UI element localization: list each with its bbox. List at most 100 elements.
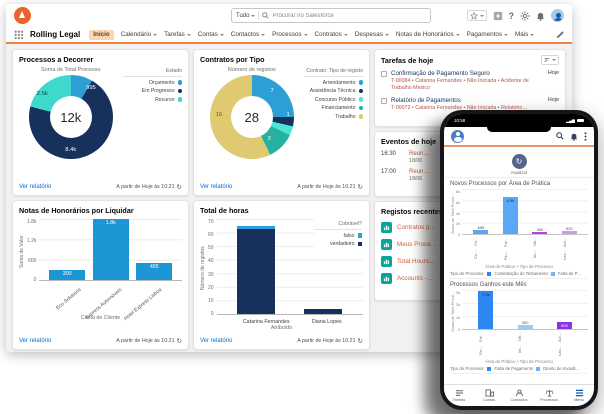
bell-icon[interactable]	[570, 132, 578, 141]
ver-relatorio-link[interactable]: Ver relatório	[200, 184, 233, 190]
card-total-de-horas: Total de horas Cobrável? falso verdadeir…	[193, 200, 370, 350]
bar[interactable]: 2.9k	[478, 291, 494, 329]
bar[interactable]: 6.5k	[502, 197, 518, 234]
tab-pagamentos[interactable]: Pagamentos	[467, 31, 508, 38]
ver-relatorio-link[interactable]: Ver relatório	[19, 338, 52, 344]
edit-navigation-button[interactable]	[556, 31, 564, 39]
setup-new-button[interactable]	[493, 11, 503, 21]
tab-inicio[interactable]: Início	[89, 29, 114, 40]
ganhos-bar-chart[interactable]: 2.9k 300 525	[462, 290, 588, 330]
bar[interactable]: 300	[532, 227, 548, 234]
tab-despesas[interactable]: Despesas	[355, 31, 389, 38]
tab-notas-de-honorarios[interactable]: Notas de Honorários	[396, 31, 460, 38]
search-scope-select[interactable]: Tudo	[236, 13, 256, 19]
horas-bar-chart[interactable]	[216, 219, 363, 315]
donut-center-value: 12k	[60, 109, 82, 125]
tab-mais[interactable]: Mais	[515, 31, 535, 38]
bar[interactable]: 300	[49, 269, 86, 280]
chevron-down-icon	[219, 33, 224, 36]
notifications-button[interactable]	[536, 11, 545, 21]
x-axis-title: Conta de Cliente	[80, 315, 121, 321]
task-checkbox[interactable]	[381, 98, 387, 105]
app-launcher-icon[interactable]	[14, 30, 23, 39]
event-title-link[interactable]: Reun…	[409, 151, 430, 157]
app-navigation-bar: Rolling Legal Início Calendário Tarefas …	[6, 27, 572, 42]
bar[interactable]: 525	[556, 322, 572, 329]
bar[interactable]: 300	[517, 320, 533, 329]
global-header: Tudo ?	[6, 4, 572, 27]
bar[interactable]: 695	[473, 225, 489, 234]
favorites-button[interactable]	[466, 10, 487, 21]
recent-record-link[interactable]: Contratos p…	[397, 224, 436, 231]
task-checkbox[interactable]	[381, 71, 387, 77]
bar-value-label: 1.8k	[105, 220, 116, 226]
last-refresh-text: A partir de Hoje às 10:21 ↻	[116, 338, 182, 345]
mobile-tab-tarefas[interactable]: Tarefas	[444, 389, 474, 402]
refresh-icon[interactable]: ↻	[176, 184, 182, 191]
refresh-icon[interactable]: ↻	[357, 184, 363, 191]
x-axis-title: Atribuído	[270, 325, 293, 331]
bar-value-label: 495	[149, 264, 159, 271]
search-icon[interactable]	[556, 132, 564, 140]
event-date: 18/06	[409, 158, 423, 164]
help-button[interactable]: ?	[508, 10, 515, 21]
tab-contratos[interactable]: Contratos	[315, 31, 348, 38]
plus-box-icon	[493, 11, 502, 20]
novos-bar-chart[interactable]: 695 6.5k 300 525	[462, 189, 588, 235]
more-menu-icon[interactable]	[584, 131, 587, 141]
report-icon	[381, 222, 392, 233]
legend-item: Em Progresso	[123, 88, 182, 94]
search-icon	[262, 12, 270, 19]
search-input[interactable]	[272, 12, 426, 19]
refresh-icon[interactable]: ↻	[357, 338, 363, 345]
ver-relatorio-link[interactable]: Ver relatório	[200, 338, 233, 344]
refresh-icon[interactable]: ↻	[176, 338, 182, 345]
contratos-donut-chart[interactable]: 7 1 3 16 28	[209, 75, 294, 159]
refresh-button[interactable]: ↻	[511, 154, 527, 169]
processos-donut-chart[interactable]: 995 8.4k 2.5k 12k	[28, 75, 113, 159]
user-avatar[interactable]	[451, 129, 464, 143]
hamburger-menu-icon	[575, 389, 583, 397]
legend-dot	[358, 105, 363, 111]
card-title: Registos recentes	[381, 207, 443, 216]
x-axis-tick-labels: Catarina Fernandes Diana Lopes	[242, 319, 342, 325]
rolling-legal-logo	[14, 7, 31, 24]
y-axis-ticks: 70 60 50 40 30 20 10 0	[208, 219, 214, 317]
stacked-bar[interactable]	[237, 219, 276, 314]
legend-item: Concurso Público	[304, 97, 363, 103]
last-refresh-text: A partir de Hoje às 10:21 ↻	[297, 184, 363, 191]
tab-contactos[interactable]: Contactos	[231, 31, 266, 38]
tab-tarefas[interactable]: Tarefas	[164, 31, 191, 38]
mobile-tab-menu[interactable]: Menu	[564, 389, 594, 402]
task-title-link[interactable]: Relatório de Pagamentos	[391, 97, 461, 105]
bar[interactable]: 525	[561, 226, 577, 234]
event-title-link[interactable]: Reun…	[409, 169, 430, 175]
notas-bar-chart[interactable]: 300 1.8k 495	[39, 219, 182, 281]
ver-relatorio-link[interactable]: Ver relatório	[19, 184, 52, 190]
recent-record-link[interactable]: Total Hours…	[397, 258, 436, 265]
global-search[interactable]: Tudo	[231, 8, 431, 23]
legend-dot	[177, 80, 182, 85]
tab-label: Início	[93, 31, 110, 38]
x-axis-title: Área de Prática + Tipo de Processo	[485, 359, 553, 364]
mobile-tab-processos[interactable]: Processos	[534, 389, 564, 402]
mobile-tab-contas[interactable]: Contas	[474, 389, 504, 402]
tab-calendario[interactable]: Calendário	[120, 31, 158, 38]
tab-label: Calendário	[120, 31, 152, 38]
setup-button[interactable]	[520, 10, 530, 21]
tab-label: Pagamentos	[466, 31, 502, 38]
user-avatar[interactable]	[551, 9, 564, 22]
bar[interactable]: 495	[136, 263, 173, 280]
tab-contas[interactable]: Contas	[198, 31, 224, 38]
recent-record-link[interactable]: Accounts -…	[397, 275, 434, 282]
bar[interactable]: 1.8k	[92, 219, 129, 280]
task-title-link[interactable]: Confirmação de Pagamento Seguro	[391, 70, 490, 77]
tab-processos[interactable]: Processos	[272, 31, 308, 38]
stacked-bar[interactable]	[304, 219, 343, 314]
mobile-tab-contactos[interactable]: Contactos	[504, 389, 534, 402]
recent-record-link[interactable]: Meus Proce…	[397, 241, 437, 248]
brand-divider	[6, 42, 572, 44]
chevron-down-icon	[479, 14, 484, 17]
building-icon	[484, 389, 494, 397]
task-sort-button[interactable]	[541, 55, 559, 65]
